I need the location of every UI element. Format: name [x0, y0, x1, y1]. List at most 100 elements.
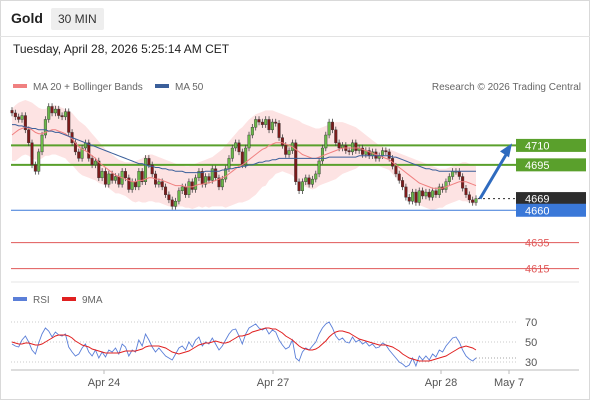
candle-body [437, 186, 441, 195]
candle [417, 187, 421, 206]
x-tick-label: Apr 28 [425, 377, 457, 389]
candle [247, 131, 251, 152]
candle-body [327, 121, 331, 136]
candle-body [187, 181, 191, 195]
candle [431, 187, 435, 201]
candle-body [354, 142, 358, 151]
candle [100, 168, 104, 182]
candle-body [37, 151, 41, 172]
candle-body [110, 173, 114, 181]
candle [40, 131, 44, 156]
candle-body [144, 158, 148, 182]
candle-body [464, 188, 468, 195]
candle [164, 183, 168, 198]
bollinger-legend-label: MA 20 + Bollinger Bands [33, 82, 143, 93]
candle-body [444, 181, 448, 190]
candle [434, 187, 438, 198]
timestamp: Tuesday, April 28, 2026 5:25:14 AM CET [13, 42, 230, 56]
candle-body [17, 116, 21, 120]
candle-body [227, 158, 231, 169]
candle-body [417, 190, 421, 203]
candle-body [157, 181, 161, 185]
rsi-tick-label: 70 [525, 317, 537, 329]
rsi-line [11, 321, 477, 368]
candle-body [401, 180, 405, 188]
candle-body [113, 176, 117, 181]
candle-body [103, 171, 107, 185]
candle-body [33, 164, 37, 172]
candle-body [27, 129, 31, 144]
candle [307, 174, 311, 188]
candle-body [107, 173, 111, 185]
ma50-legend-swatch [155, 84, 169, 88]
forecast-arrow [478, 143, 512, 200]
candle-body [80, 147, 84, 159]
candle [157, 178, 161, 188]
rsi-ma-legend-swatch [62, 297, 76, 301]
candle-body [214, 168, 218, 179]
candle-body [467, 194, 471, 201]
level-label-4615: 4615 [525, 264, 549, 276]
level-label-4695: 4695 [525, 160, 549, 172]
timeframe-badge[interactable]: 30 MIN [51, 8, 104, 30]
candle-body [197, 171, 201, 179]
candle [384, 147, 388, 156]
candle [137, 168, 141, 191]
rsi-tick-label: 30 [525, 357, 537, 369]
candle [257, 116, 261, 126]
level-label-4635: 4635 [525, 238, 549, 250]
candle [250, 123, 254, 139]
candle-body [210, 168, 214, 181]
level-badge-4695 [516, 158, 586, 172]
candle-body [207, 176, 211, 181]
candle-body [397, 173, 401, 181]
candle [304, 174, 308, 185]
bollinger-legend-swatch [13, 84, 27, 88]
level-badge-4710 [516, 138, 586, 152]
ma50-line [12, 124, 476, 174]
candle-body [334, 129, 338, 144]
candle-body [240, 151, 244, 166]
candle [461, 173, 465, 192]
candle [421, 187, 425, 200]
candle [287, 147, 291, 158]
candle-body [270, 121, 274, 131]
level-badge-4660 [516, 203, 586, 217]
candle [43, 116, 47, 139]
candle-body [30, 142, 34, 166]
candle-body [184, 186, 188, 195]
rsi-lines [11, 321, 516, 368]
candle-body [280, 137, 284, 146]
candle [427, 188, 431, 201]
candle [334, 126, 338, 147]
candle-body [87, 142, 91, 159]
candle [224, 165, 228, 183]
candle-body [60, 115, 64, 118]
candle [274, 118, 278, 127]
candle-body [250, 127, 254, 136]
ma50-legend-label: MA 50 [175, 82, 204, 93]
candle-body [90, 158, 94, 166]
candle-body [190, 181, 194, 190]
candle [23, 112, 27, 134]
candle [47, 103, 51, 123]
instrument-title: Gold [11, 10, 43, 26]
candle-body [137, 171, 141, 188]
candle [277, 120, 281, 141]
candle-body [264, 119, 268, 125]
candle-body [93, 160, 97, 166]
candle-body [50, 106, 54, 114]
level-badge-4669 [516, 192, 586, 206]
candle [347, 147, 351, 156]
candle [214, 165, 218, 182]
candle-body [350, 142, 354, 153]
candle-body [43, 119, 47, 136]
candle-body [244, 147, 248, 166]
candle [411, 188, 415, 205]
rsi-tick-labels: 70 50 30 [525, 317, 537, 369]
candle-body [297, 181, 301, 192]
candle-body [384, 150, 388, 153]
level-label-4660: 4660 [525, 205, 549, 217]
candle-body [287, 150, 291, 155]
